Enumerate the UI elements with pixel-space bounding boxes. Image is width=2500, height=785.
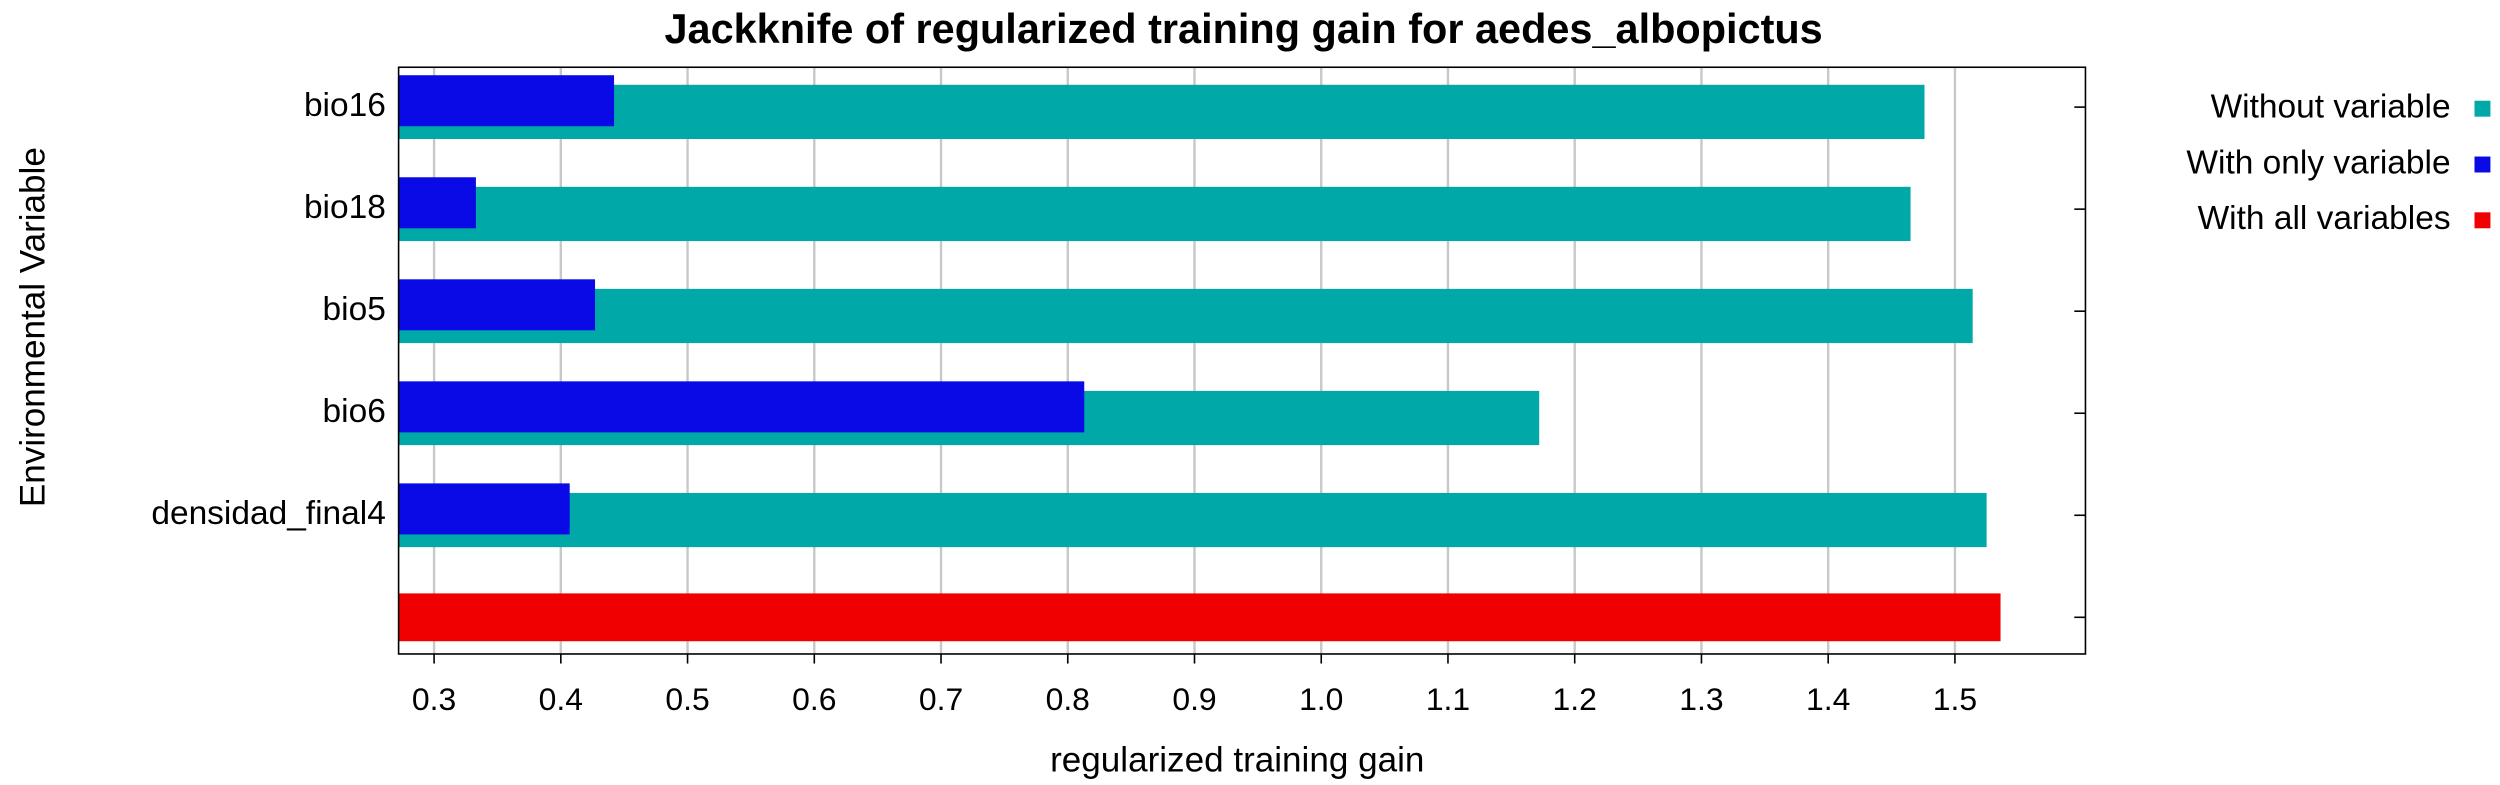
x-tick-label: 0.5: [665, 681, 709, 717]
x-tick-label: 0.4: [539, 681, 583, 717]
bar: [398, 84, 1925, 139]
plot-area: [398, 67, 2086, 654]
bar: [398, 483, 570, 535]
chart-title: Jackknife of regularized training gain f…: [664, 5, 1822, 52]
x-tick-label: 1.1: [1426, 681, 1470, 717]
legend-label: With only variable: [2186, 144, 2450, 181]
legend-swatch: [2474, 212, 2491, 229]
legend-swatch: [2474, 156, 2491, 173]
x-tick-label: 1.5: [1933, 681, 1977, 717]
y-tick-label: bio5: [323, 291, 386, 328]
y-tick-label: bio6: [323, 393, 386, 430]
x-tick-label: 0.7: [919, 681, 963, 717]
bar: [398, 492, 1987, 548]
x-tick-label: 0.9: [1172, 681, 1216, 717]
bar: [398, 381, 1085, 433]
x-tick-label: 0.8: [1046, 681, 1090, 717]
plot-frame: [397, 66, 2087, 655]
bar: [398, 288, 1973, 344]
bar: [398, 593, 2001, 642]
x-axis-label: regularized training gain: [1050, 741, 1424, 780]
legend-label: Without variable: [2211, 89, 2451, 126]
bar: [398, 177, 476, 229]
x-tick-label: 1.3: [1679, 681, 1723, 717]
bar: [398, 186, 1911, 242]
y-tick-label: bio18: [304, 189, 386, 226]
bar: [398, 75, 615, 127]
x-tick-label: 1.0: [1299, 681, 1343, 717]
y-axis-label: Environmental Variable: [13, 147, 52, 507]
legend-label: With all variables: [2198, 200, 2451, 237]
bar: [398, 279, 596, 331]
x-tick-label: 1.4: [1806, 681, 1850, 717]
x-tick-label: 0.6: [792, 681, 836, 717]
y-tick-label: densidad_final4: [151, 495, 385, 532]
legend-swatch: [2474, 100, 2491, 117]
y-tick-label: bio16: [304, 87, 386, 124]
x-tick-label: 1.2: [1553, 681, 1597, 717]
x-tick-label: 0.3: [412, 681, 456, 717]
